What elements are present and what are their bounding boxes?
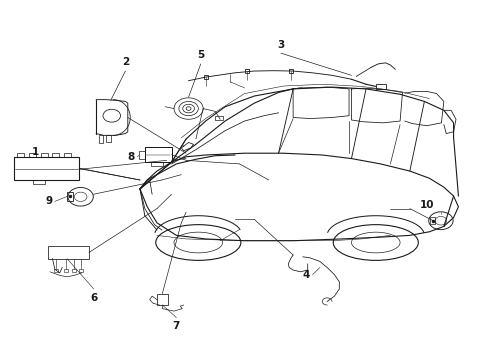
Text: 6: 6 [90,293,97,302]
Text: 9: 9 [45,197,52,206]
Text: 1: 1 [32,147,39,157]
Bar [18,153,24,157]
Bar [144,147,171,162]
Text: 5: 5 [197,50,204,60]
Bar [79,269,82,272]
Bar [64,153,71,157]
Text: 10: 10 [419,201,433,210]
Bar [29,153,36,157]
Text: 8: 8 [127,152,135,162]
Bar [429,217,434,224]
Bar [215,116,222,120]
Text: 3: 3 [277,40,284,50]
Text: 4: 4 [302,270,309,280]
Text: 2: 2 [122,58,129,67]
Bar [106,135,111,142]
Bar [139,152,144,159]
Bar [375,84,386,89]
Bar [54,269,58,272]
Bar [67,192,73,201]
Bar [33,180,45,184]
Bar [52,153,59,157]
Bar [150,162,163,166]
Bar [64,269,68,272]
Bar [14,157,79,180]
Bar [47,246,89,258]
Bar [41,153,47,157]
Bar [157,294,167,305]
Bar [99,135,103,143]
Text: 7: 7 [172,321,180,331]
Bar [72,269,76,272]
